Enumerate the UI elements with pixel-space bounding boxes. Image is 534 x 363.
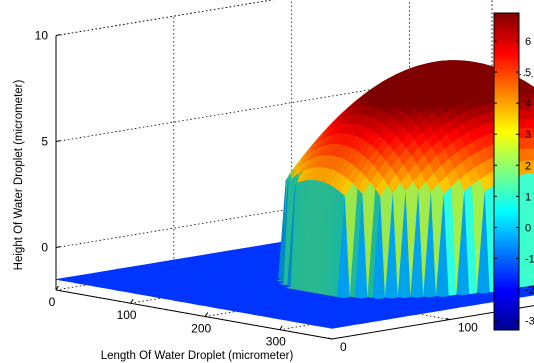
- y-tick-label: 0: [340, 340, 347, 354]
- x-tick: [130, 298, 134, 304]
- x-tick: [279, 325, 283, 330]
- y-tick-label: 100: [458, 321, 478, 335]
- colorbar-ticks: -3 -2 -1 0 1 2 3 4 5 6: [494, 36, 534, 328]
- colorbar: -3 -2 -1 0 1 2 3 4 5 6: [493, 12, 534, 331]
- colorbar-tick-label: 5: [525, 67, 531, 79]
- gridline: [492, 0, 534, 13]
- z-axis-label: Height Of Water Droplet (micrometer): [13, 80, 25, 271]
- gridline: [492, 0, 534, 13]
- colorbar-tick-label: -3: [525, 316, 534, 328]
- z-tick: [55, 34, 61, 37]
- z-tick-label: 5: [41, 135, 48, 149]
- x-tick-label: 100: [117, 308, 137, 322]
- colorbar-tick-label: 3: [525, 129, 531, 141]
- colorbar-gradient: [493, 12, 520, 331]
- colorbar-tick-label: -1: [525, 254, 534, 266]
- x-tick-label: 300: [266, 335, 286, 349]
- y-axis-line: [331, 305, 534, 340]
- z-tick-label: 0: [41, 241, 48, 255]
- x-tick: [204, 312, 209, 317]
- front-axes: 010020030001002003000510: [35, 29, 534, 354]
- z-tick: [55, 140, 61, 143]
- y-tick: [327, 337, 333, 340]
- gridline: [55, 0, 275, 36]
- colorbar-tick-label: 0: [525, 222, 531, 234]
- y-tick: [445, 318, 450, 321]
- gridline: [55, 0, 275, 36]
- colorbar-tick-label: 6: [525, 36, 531, 48]
- z-tick: [55, 246, 61, 249]
- x-tick-label: 0: [49, 295, 56, 309]
- x-tick-label: 200: [191, 321, 211, 335]
- colorbar-tick-label: 2: [525, 160, 531, 172]
- x-axis-label: Length Of Water Droplet (micrometer): [101, 350, 294, 362]
- colorbar-tick-label: 1: [525, 191, 531, 203]
- colorbar-tick-label: 4: [525, 98, 531, 110]
- surface-plot: [55, 60, 534, 329]
- surface-patch: [55, 277, 69, 281]
- x-tick: [55, 285, 59, 291]
- z-tick-label: 10: [35, 29, 49, 43]
- x-axis-line: [55, 289, 333, 340]
- colorbar-tick-label: -2: [525, 285, 534, 297]
